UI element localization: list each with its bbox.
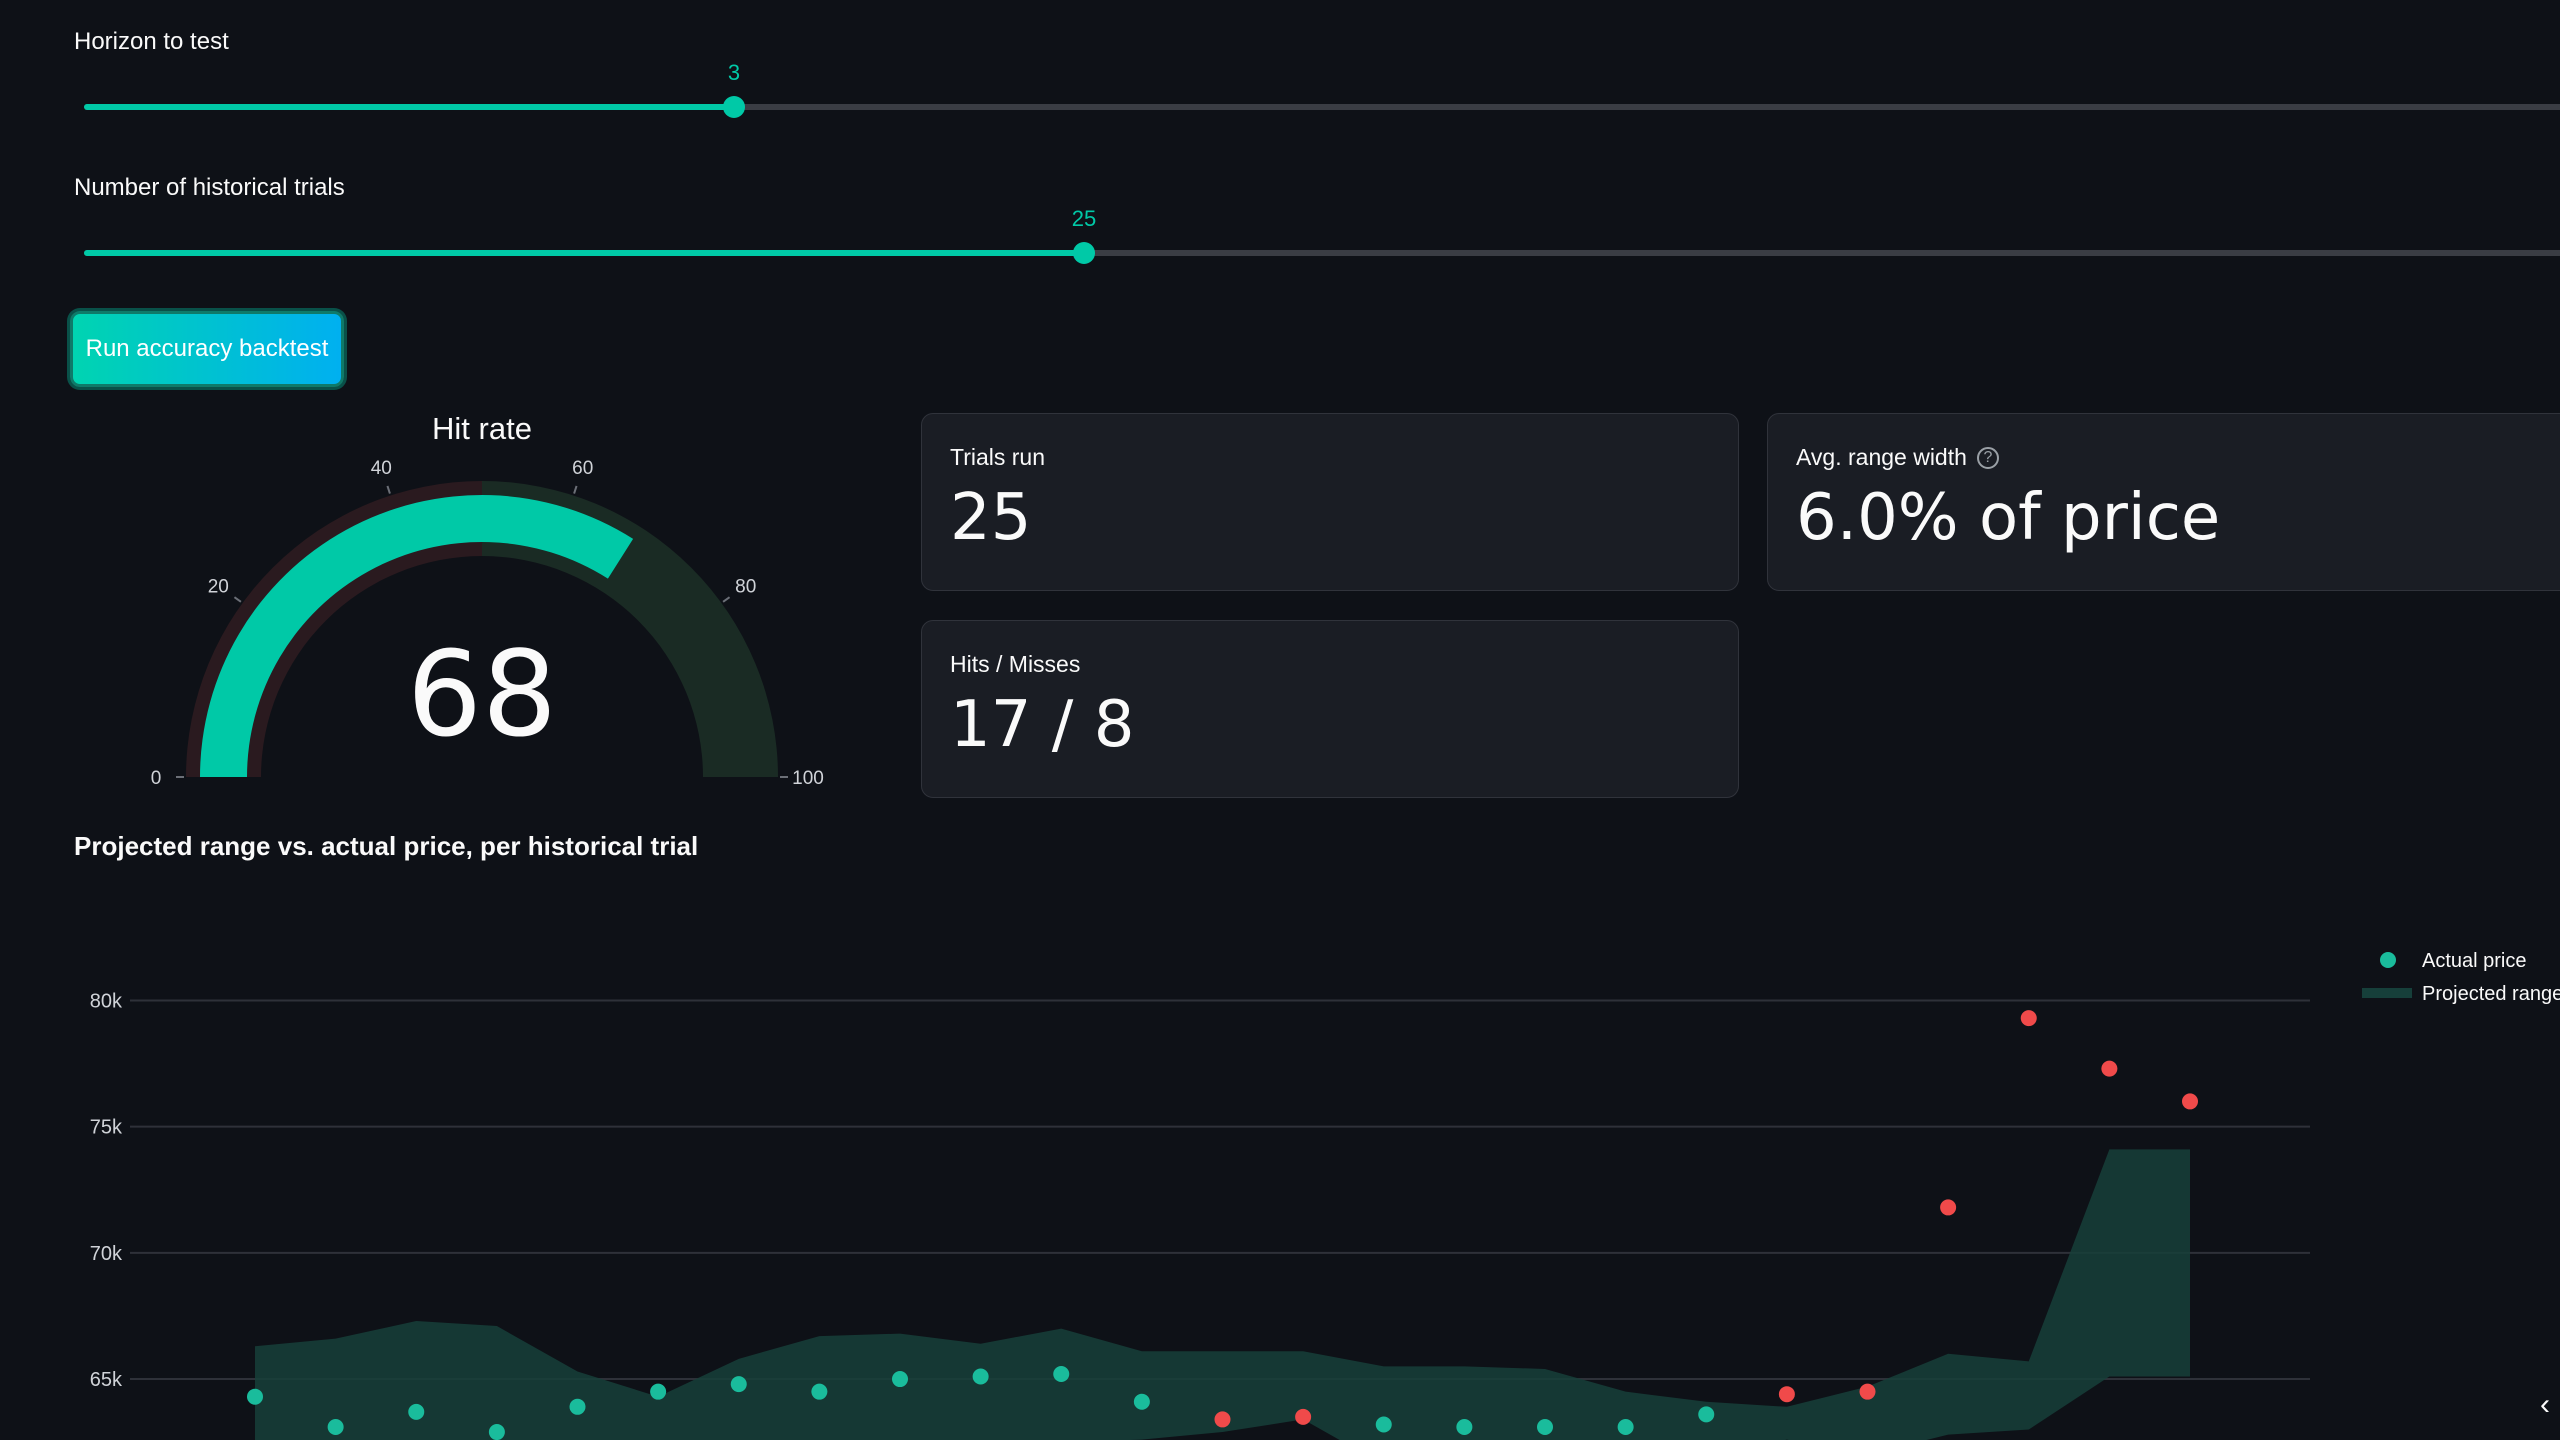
gauge-value-bar (200, 494, 634, 777)
gauge-tick (722, 596, 731, 603)
actual-price-point-hit[interactable] (1698, 1406, 1715, 1423)
actual-price-point-miss[interactable] (2182, 1093, 2198, 1110)
y-tick-label: 70k (90, 1243, 123, 1265)
horizon-slider-label: Horizon to test (74, 28, 229, 55)
actual-price-point-miss[interactable] (2101, 1060, 2118, 1077)
actual-price-point-miss[interactable] (1295, 1408, 1312, 1425)
actual-price-point-hit[interactable] (1456, 1419, 1473, 1435)
gauge-tick (386, 485, 391, 494)
y-tick-label: 75k (90, 1117, 123, 1139)
actual-price-point-miss[interactable] (1214, 1411, 1231, 1428)
legend-range-marker (2362, 988, 2412, 998)
projected-range-area (255, 1149, 2190, 1440)
chart-section-title: Projected range vs. actual price, per hi… (74, 831, 699, 861)
avg-range-width-card: Avg. range width ? 6.0% of price (1767, 413, 2560, 591)
avg-range-width-value: 6.0% of price (1796, 481, 2221, 555)
actual-price-point-miss[interactable] (1940, 1199, 1957, 1216)
gauge-value: 68 (407, 625, 557, 763)
avg-range-width-label: Avg. range width ? (1796, 444, 2558, 471)
actual-price-point-hit[interactable] (247, 1388, 263, 1405)
trials-run-card: Trials run 25 (921, 413, 1739, 591)
actual-price-point-hit[interactable] (488, 1424, 505, 1440)
actual-price-point-hit[interactable] (408, 1403, 425, 1420)
gauge-svg: Hit rate 0 20 40 60 80 100 68 (151, 411, 824, 789)
help-circle-icon[interactable]: ? (1976, 446, 1999, 469)
trials-slider-fill (84, 250, 1084, 256)
hit-rate-gauge: Hit rate 0 20 40 60 80 100 68 (130, 395, 870, 815)
actual-price-point-hit[interactable] (811, 1383, 828, 1400)
range-vs-actual-chart: 65k 70k 75k 80k Actual price Projected range (70, 895, 2560, 1440)
gauge-tick-label: 0 (151, 768, 162, 789)
actual-price-point-hit[interactable] (1133, 1393, 1150, 1410)
gauge-tick-label: 80 (735, 576, 756, 597)
hits-misses-card: Hits / Misses 17 / 8 (921, 620, 1739, 798)
run-backtest-button[interactable]: Run accuracy backtest (70, 311, 344, 387)
horizon-slider-thumb[interactable] (723, 96, 745, 118)
trials-slider-value: 25 (1071, 206, 1097, 231)
gauge-tick-label: 40 (371, 458, 392, 479)
gauge-band-low (186, 481, 482, 777)
chevron-left-icon[interactable]: ‹ (2540, 1388, 2550, 1421)
actual-price-point-hit[interactable] (1537, 1419, 1553, 1435)
y-tick-label: 65k (90, 1369, 123, 1391)
horizon-slider[interactable]: 3 (84, 60, 2560, 118)
actual-price-point-hit[interactable] (650, 1383, 667, 1400)
actual-price-point-hit[interactable] (1617, 1419, 1634, 1435)
gauge-tick (233, 596, 242, 603)
trials-slider-label: Number of historical trials (74, 174, 345, 201)
trials-slider-thumb[interactable] (1073, 242, 1095, 264)
hits-misses-value: 17 / 8 (950, 688, 1135, 762)
chart-svg: 65k 70k 75k 80k Actual price Projected range (90, 950, 2560, 1440)
actual-price-point-hit[interactable] (1375, 1416, 1392, 1433)
gauge-tick-label: 20 (208, 576, 229, 597)
legend-actual-marker (2380, 952, 2396, 968)
gauge-tick-label: 100 (792, 768, 824, 789)
trials-slider[interactable]: 25 (84, 206, 2560, 264)
y-tick-label: 80k (90, 990, 123, 1012)
actual-price-point-miss[interactable] (1778, 1386, 1795, 1403)
actual-price-point-hit[interactable] (327, 1419, 344, 1435)
legend-actual-label[interactable]: Actual price (2422, 950, 2527, 972)
gauge-band-high (482, 481, 778, 777)
actual-price-point-hit[interactable] (1053, 1366, 1070, 1382)
hits-misses-label: Hits / Misses (950, 651, 1081, 677)
actual-price-point-hit[interactable] (892, 1371, 908, 1388)
horizon-slider-fill (84, 104, 734, 110)
legend-range-label[interactable]: Projected range (2422, 983, 2560, 1005)
gauge-title: Hit rate (432, 411, 532, 446)
actual-price-point-miss[interactable] (1859, 1383, 1876, 1400)
trials-run-label: Trials run (950, 444, 1045, 470)
gauge-tick-label: 60 (572, 458, 593, 479)
gauge-tick (573, 485, 578, 494)
horizon-slider-value: 3 (727, 60, 741, 85)
actual-price-point-miss[interactable] (2020, 1010, 2037, 1027)
actual-price-point-hit[interactable] (730, 1376, 747, 1393)
trials-run-value: 25 (950, 481, 1032, 555)
actual-price-point-hit[interactable] (972, 1368, 989, 1385)
actual-price-point-hit[interactable] (569, 1398, 586, 1415)
